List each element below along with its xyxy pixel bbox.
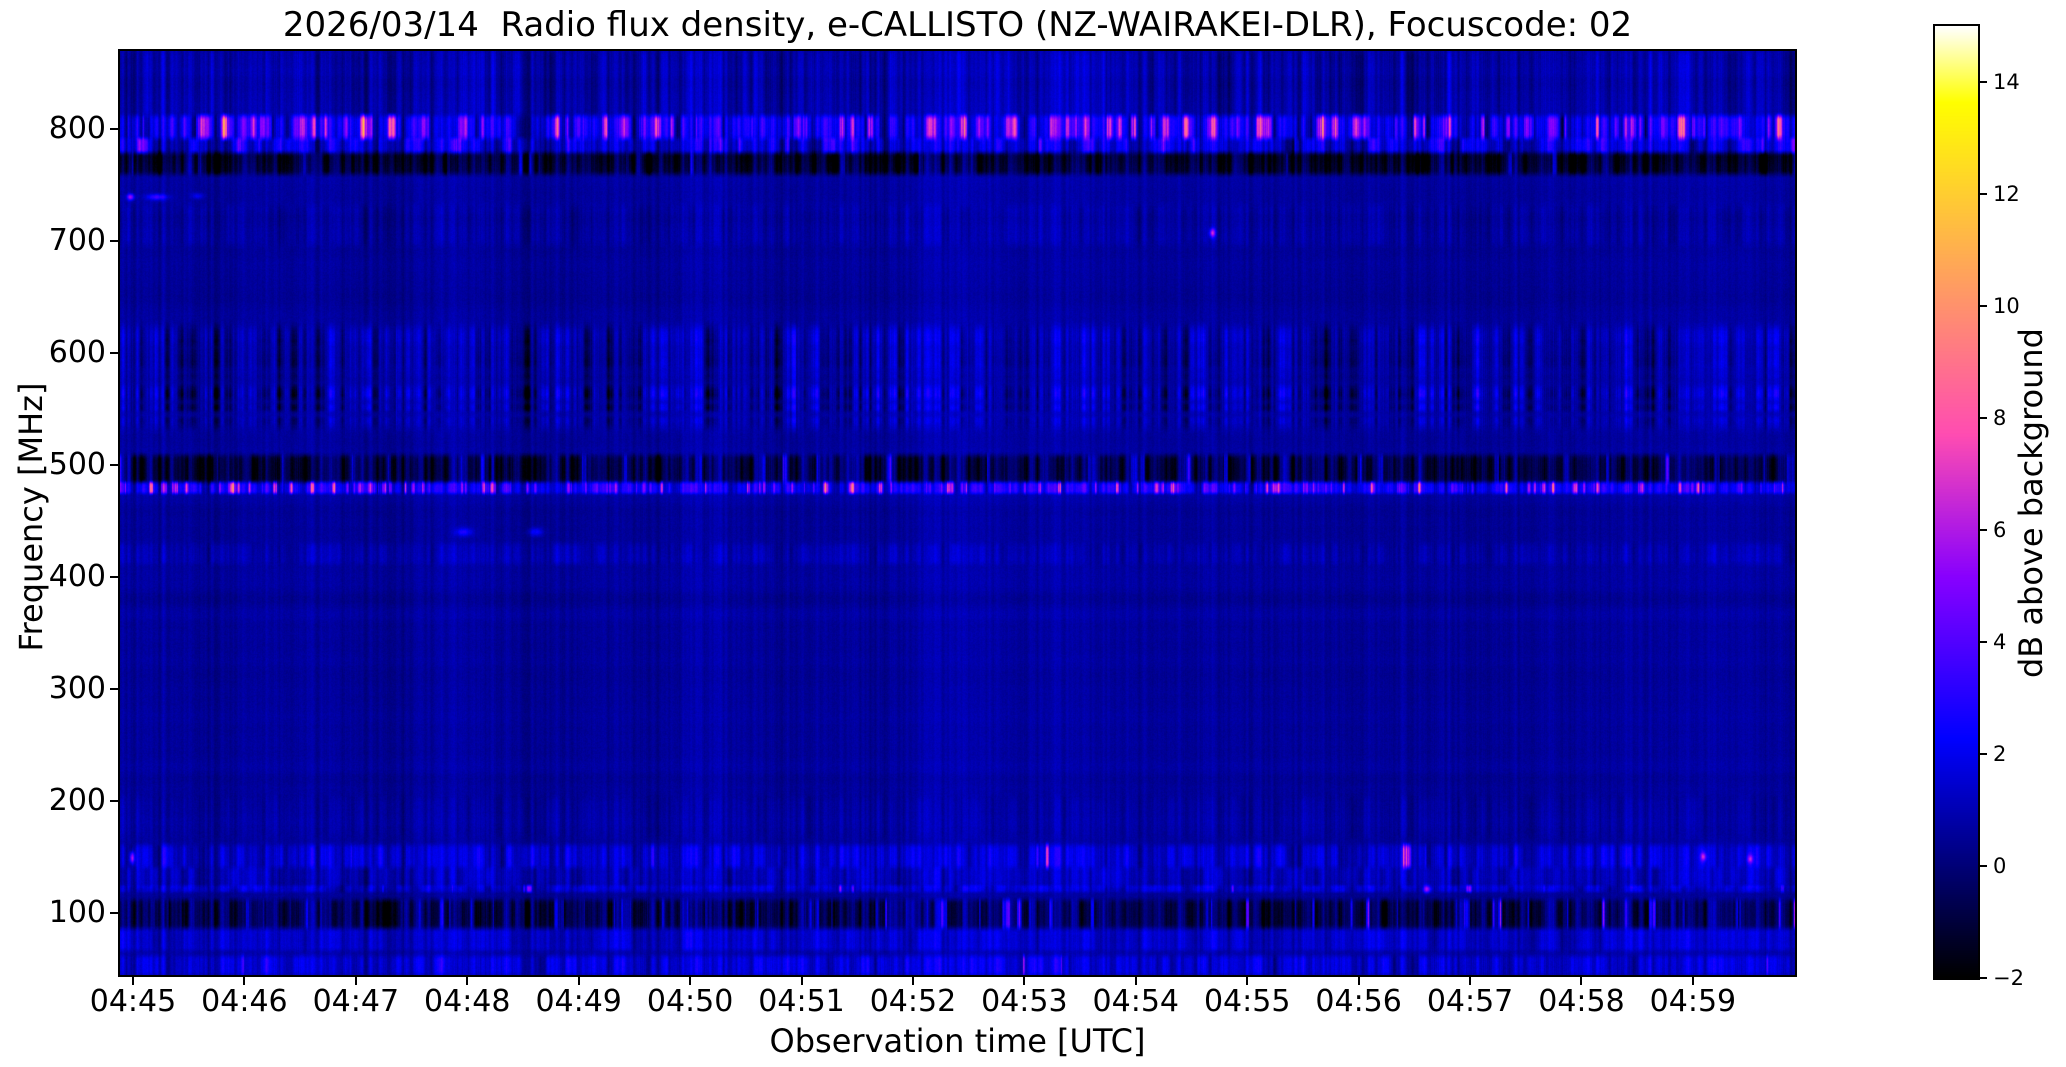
- y-tick-label: 800: [48, 111, 106, 147]
- x-tick-mark: [911, 977, 914, 985]
- x-tick-label: 04:55: [1203, 984, 1291, 1019]
- colorbar-label: dB above background: [2012, 328, 2050, 678]
- colorbar-tick-mark: [1980, 529, 1987, 531]
- colorbar-tick-label: 6: [1993, 518, 2007, 542]
- y-tick-label: 400: [48, 559, 106, 595]
- x-tick-mark: [689, 977, 692, 985]
- colorbar-tick-label: 4: [1993, 630, 2007, 654]
- x-tick-label: 04:52: [869, 984, 957, 1019]
- colorbar: [1933, 24, 1980, 980]
- x-tick-label: 04:54: [1092, 984, 1180, 1019]
- colorbar-tick-label: 14: [1993, 70, 2020, 94]
- colorbar-tick-label: 8: [1993, 406, 2007, 430]
- y-tick-label: 600: [48, 335, 106, 371]
- x-tick-mark: [1357, 977, 1360, 985]
- chart-title: 2026/03/14 Radio flux density, e-CALLIST…: [282, 5, 1633, 45]
- y-axis-label: Frequency [MHz]: [12, 382, 50, 652]
- y-tick-mark: [110, 800, 118, 803]
- plot-area: [118, 49, 1797, 977]
- x-tick-label: 04:48: [424, 984, 511, 1019]
- y-tick-mark: [110, 240, 118, 243]
- y-tick-mark: [110, 128, 118, 131]
- x-tick-mark: [1469, 977, 1472, 985]
- x-tick-mark: [1023, 977, 1026, 985]
- colorbar-tick-mark: [1980, 417, 1987, 419]
- colorbar-tick-mark: [1980, 977, 1987, 979]
- y-tick-mark: [110, 912, 118, 915]
- x-tick-label: 04:53: [981, 984, 1068, 1019]
- x-tick-label: 04:49: [535, 984, 622, 1019]
- x-tick-label: 04:45: [89, 984, 177, 1019]
- y-tick-mark: [110, 688, 118, 691]
- y-tick-mark: [110, 352, 118, 355]
- x-tick-label: 04:51: [758, 984, 845, 1019]
- colorbar-gradient: [1935, 26, 1978, 978]
- y-tick-label: 500: [48, 447, 106, 483]
- colorbar-tick-label: −2: [1993, 966, 2024, 990]
- x-tick-mark: [800, 977, 803, 985]
- y-tick-label: 200: [48, 783, 106, 819]
- colorbar-tick-mark: [1980, 641, 1987, 643]
- colorbar-tick-mark: [1980, 865, 1987, 867]
- colorbar-tick-mark: [1980, 305, 1987, 307]
- x-tick-mark: [243, 977, 246, 985]
- x-tick-mark: [1691, 977, 1694, 985]
- colorbar-tick-mark: [1980, 193, 1987, 195]
- colorbar-tick-label: 10: [1993, 294, 2020, 318]
- colorbar-tick-label: 2: [1993, 742, 2007, 766]
- x-tick-mark: [577, 977, 580, 985]
- y-tick-label: 300: [48, 671, 106, 707]
- y-tick-label: 700: [48, 223, 106, 259]
- x-tick-label: 04:56: [1315, 984, 1402, 1019]
- colorbar-tick-mark: [1980, 81, 1987, 83]
- x-tick-label: 04:47: [312, 984, 400, 1019]
- x-tick-label: 04:46: [201, 984, 288, 1019]
- x-tick-label: 04:50: [646, 984, 734, 1019]
- x-tick-mark: [1134, 977, 1137, 985]
- spectrogram-heatmap: [120, 51, 1795, 975]
- colorbar-tick-label: 0: [1993, 854, 2007, 878]
- y-tick-label: 100: [48, 895, 106, 931]
- x-tick-mark: [1246, 977, 1249, 985]
- colorbar-tick-label: 12: [1993, 182, 2020, 206]
- colorbar-tick-mark: [1980, 753, 1987, 755]
- x-tick-mark: [354, 977, 357, 985]
- y-tick-mark: [110, 464, 118, 467]
- x-tick-label: 04:59: [1649, 984, 1737, 1019]
- x-tick-mark: [131, 977, 134, 985]
- x-tick-mark: [1580, 977, 1583, 985]
- x-tick-mark: [466, 977, 469, 985]
- y-tick-mark: [110, 576, 118, 579]
- x-tick-label: 04:58: [1538, 984, 1625, 1019]
- x-axis-label: Observation time [UTC]: [769, 1022, 1146, 1060]
- x-tick-label: 04:57: [1426, 984, 1514, 1019]
